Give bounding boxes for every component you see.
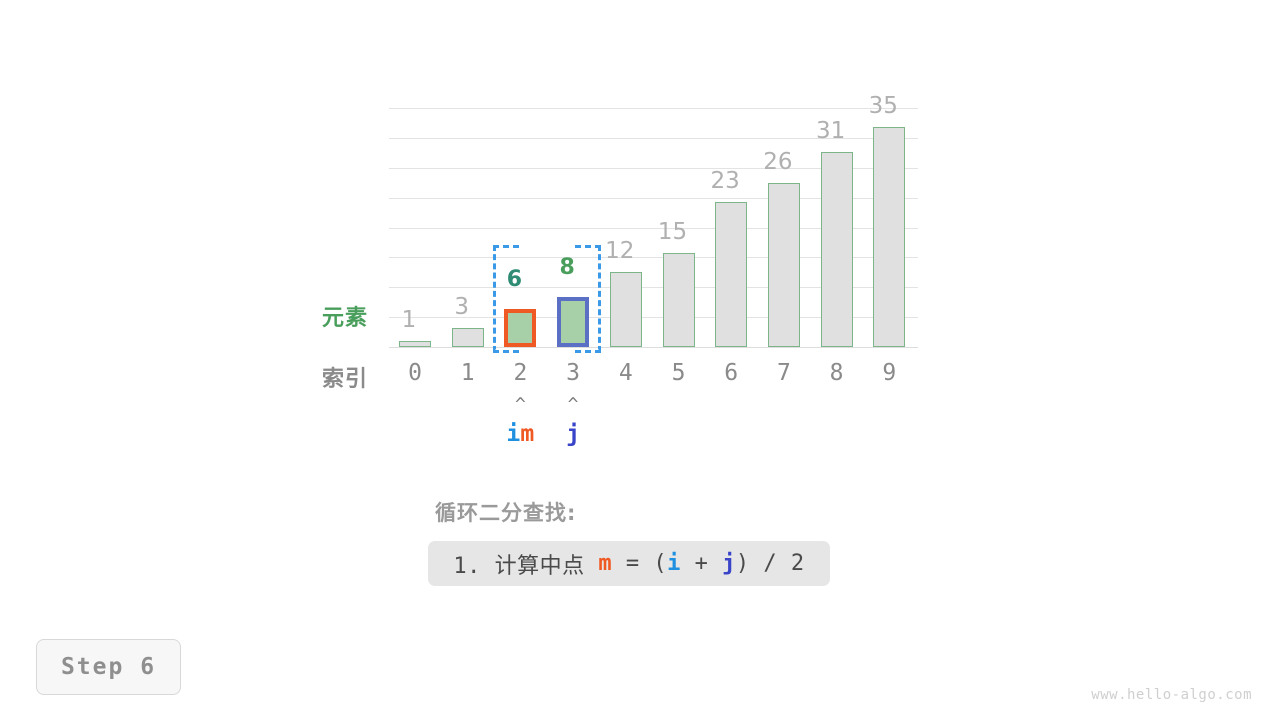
element-row-label: 元素 [322, 306, 369, 331]
formula-prefix: 1. 计算中点 [453, 553, 599, 579]
bar-7 [767, 183, 800, 347]
pointer-label-j: j [566, 421, 580, 447]
bar-value-label-7: 26 [763, 149, 793, 176]
index-label-8: 8 [829, 360, 844, 386]
index-label-6: 6 [724, 360, 739, 386]
bar-value-label-2: 6 [506, 267, 523, 293]
bar-value-label-3: 8 [559, 254, 575, 280]
gridline [389, 317, 918, 319]
pointer-caret-2: ^ [514, 394, 526, 415]
bar-value-label-8: 31 [815, 118, 846, 145]
gridline [389, 287, 918, 289]
formula-suffix: ) / 2 [735, 551, 805, 576]
bar-chart [389, 108, 918, 348]
index-label-1: 1 [460, 360, 475, 386]
bar-9 [873, 126, 906, 347]
bar-value-label-4: 12 [605, 237, 635, 264]
index-label-2: 2 [513, 360, 528, 386]
gridline [389, 137, 918, 139]
bar-value-label-9: 35 [868, 92, 898, 119]
formula-var-i: i [667, 551, 681, 576]
index-label-9: 9 [882, 360, 897, 386]
bar-value-label-1: 3 [454, 294, 469, 321]
gridline [389, 108, 918, 109]
formula-var-m: m [598, 551, 613, 576]
formula-var-j: j [722, 551, 736, 576]
step-badge: Step 6 [36, 639, 181, 695]
pointer-caret-3: ^ [567, 394, 579, 415]
index-label-0: 0 [408, 360, 422, 386]
bracket-segment-bottom-left [493, 350, 519, 353]
bracket-segment-bottom-right [575, 350, 601, 353]
bar-5 [662, 252, 695, 347]
bar-4 [609, 271, 642, 347]
bar-highlighted-3 [557, 296, 590, 347]
bar-0 [399, 340, 431, 347]
formula-plus: + [680, 551, 723, 576]
bar-8 [820, 152, 853, 347]
pointer-label-i: i [506, 421, 521, 447]
index-label-5: 5 [671, 360, 686, 386]
bar-1 [451, 328, 484, 347]
bar-value-label-0: 1 [401, 306, 417, 333]
formula-equals: = ( [612, 551, 668, 576]
caption-text: 循环二分查找: [435, 501, 577, 525]
search-range-bracket [493, 245, 601, 352]
index-label-3: 3 [566, 360, 581, 386]
formula-box: 1. 计算中点 m = (i + j) / 2 [428, 541, 830, 586]
index-label-4: 4 [618, 360, 633, 386]
pointer-label-m: m [520, 421, 535, 447]
axis-baseline [389, 347, 918, 348]
bracket-segment-top-right [575, 245, 601, 248]
gridline [389, 227, 918, 229]
bar-value-label-6: 23 [710, 168, 740, 195]
bar-value-label-5: 15 [657, 218, 688, 245]
gridline [389, 257, 918, 259]
watermark: www.hello-algo.com [1091, 687, 1252, 703]
gridline [389, 197, 918, 199]
index-label-7: 7 [776, 360, 791, 386]
bracket-segment-top-left [493, 245, 519, 248]
index-row-label: 索引 [322, 367, 369, 392]
bar-6 [715, 202, 748, 347]
gridline [389, 167, 918, 169]
bar-highlighted-2 [504, 309, 537, 347]
